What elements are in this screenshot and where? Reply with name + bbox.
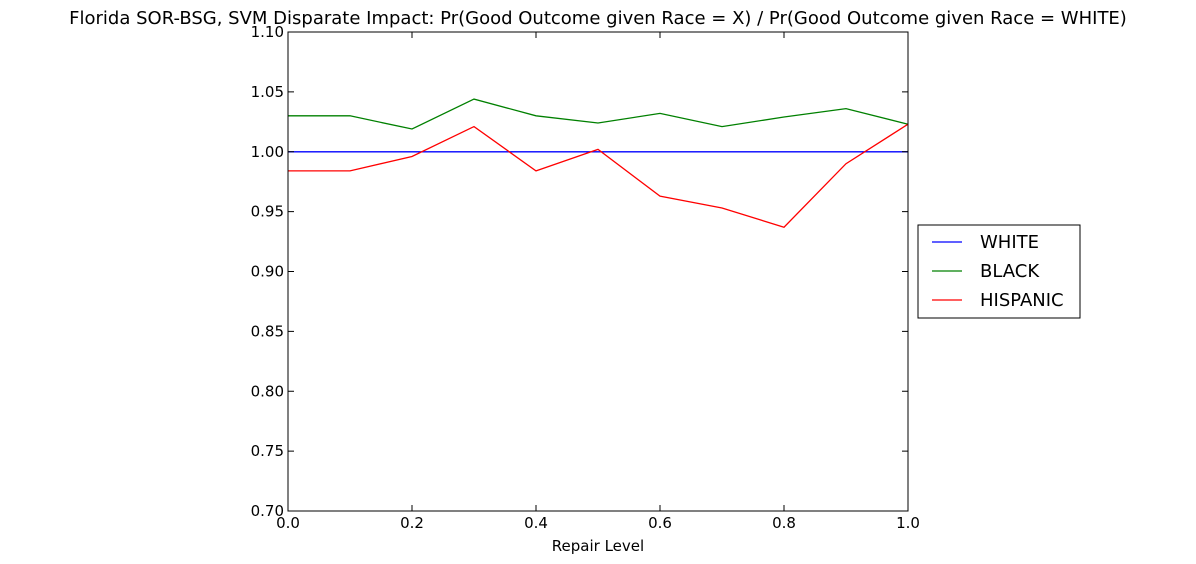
y-tick-label: 0.85 [251, 322, 284, 340]
legend: WHITE BLACK HISPANIC [917, 224, 1081, 319]
series-line-black [288, 98, 909, 130]
plot-frame [287, 31, 909, 512]
y-tick-label: 1.05 [251, 83, 284, 101]
x-tick-label: 0.8 [772, 514, 796, 532]
y-tick-label: 0.90 [251, 263, 284, 281]
y-tick-label: 0.80 [251, 382, 284, 400]
plot-lines [288, 98, 909, 228]
legend-label-white: WHITE [980, 232, 1039, 253]
x-tick-label: 1.0 [896, 514, 920, 532]
y-tick-label: 1.00 [251, 143, 284, 161]
x-tick-label: 0.4 [524, 514, 548, 532]
x-axis-label: Repair Level [552, 537, 644, 555]
y-tick-label: 0.70 [251, 502, 284, 520]
series-line-hispanic [288, 123, 909, 228]
y-tick-label: 0.75 [251, 442, 284, 460]
y-tick-label: 0.95 [251, 203, 284, 221]
x-tick-label: 0.2 [400, 514, 424, 532]
x-tick-label: 0.6 [648, 514, 672, 532]
x-tick-label: 0.0 [276, 514, 300, 532]
chart-title: Florida SOR-BSG, SVM Disparate Impact: P… [69, 8, 1127, 29]
x-axis: 0.0 0.2 0.4 0.6 0.8 1.0 [276, 32, 920, 532]
legend-label-hispanic: HISPANIC [980, 290, 1064, 311]
legend-label-black: BLACK [980, 261, 1040, 282]
y-tick-label: 1.10 [251, 23, 284, 41]
y-axis: 0.70 0.75 0.80 0.85 0.90 0.95 1.00 1.05 1.10 [251, 23, 908, 520]
